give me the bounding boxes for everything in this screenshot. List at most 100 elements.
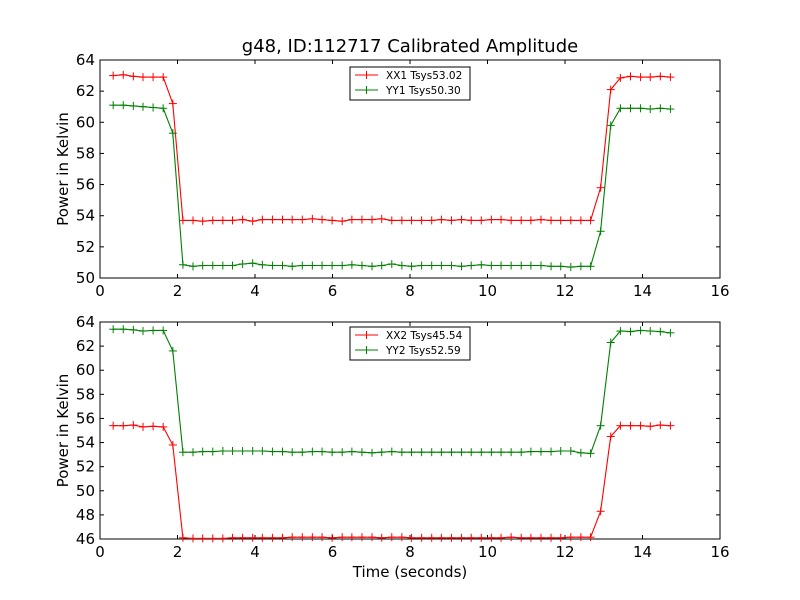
data-point [347, 260, 356, 269]
data-point [129, 72, 138, 81]
y-tick-label: 60 [76, 361, 95, 379]
data-point [328, 261, 337, 270]
data-point [547, 533, 556, 542]
data-point [168, 99, 177, 108]
data-point [208, 447, 217, 456]
data-point [198, 261, 207, 270]
data-point [338, 533, 347, 542]
data-point [218, 534, 227, 543]
data-point [258, 533, 267, 542]
data-point [208, 216, 217, 225]
data-point [437, 261, 446, 270]
y-tick-label: 64 [76, 51, 95, 69]
data-point [477, 216, 486, 225]
y-tick-label: 56 [76, 409, 95, 427]
data-point [119, 421, 128, 430]
data-point [616, 421, 625, 430]
data-point [139, 327, 148, 336]
data-point [109, 71, 118, 80]
data-point [258, 215, 267, 224]
data-point [467, 261, 476, 270]
data-point [338, 217, 347, 226]
data-point [636, 73, 645, 82]
data-point [288, 448, 297, 457]
data-point [646, 73, 655, 82]
x-tick-label: 6 [328, 543, 338, 561]
data-point [437, 215, 446, 224]
data-point [318, 447, 327, 456]
data-point [457, 533, 466, 542]
data-point [487, 215, 496, 224]
series-line [113, 104, 671, 268]
data-point [228, 261, 237, 270]
series-line [113, 424, 671, 539]
legend-label: XX2 Tsys45.54 [386, 330, 463, 342]
data-point [566, 446, 575, 455]
data-point [606, 85, 615, 94]
data-point [248, 446, 257, 455]
data-point [189, 534, 197, 543]
data-point [477, 448, 486, 457]
data-point [556, 533, 565, 542]
data-point [168, 440, 177, 449]
data-point [497, 533, 506, 542]
x-tick-label: 12 [555, 543, 574, 561]
data-point [437, 448, 446, 457]
data-point [357, 261, 366, 270]
x-tick-label: 4 [250, 282, 260, 300]
data-point [666, 328, 675, 337]
data-point [526, 447, 535, 456]
data-point [507, 261, 516, 270]
x-tick-label: 0 [95, 282, 105, 300]
y-tick-label: 60 [76, 113, 95, 131]
data-point [189, 448, 197, 457]
data-point [328, 533, 337, 542]
data-point [536, 215, 545, 224]
data-point [139, 102, 148, 111]
data-point [298, 533, 307, 542]
data-point [447, 216, 456, 225]
data-point [487, 448, 496, 457]
x-tick-label: 0 [95, 543, 105, 561]
data-point [288, 215, 297, 224]
data-point [278, 261, 287, 270]
data-point [159, 104, 168, 113]
data-point [427, 216, 436, 225]
y-tick-label: 62 [76, 82, 95, 100]
legend-box [349, 326, 471, 361]
data-point [397, 448, 406, 457]
data-point [178, 216, 187, 225]
data-point [198, 447, 207, 456]
data-point [238, 446, 247, 455]
data-point [308, 214, 317, 223]
data-point [377, 533, 386, 542]
data-point [248, 533, 257, 542]
y-tick-label: 64 [76, 313, 95, 331]
y-tick-label: 58 [76, 144, 95, 162]
data-point [397, 261, 406, 270]
data-point [278, 447, 287, 456]
data-point [457, 215, 466, 224]
data-point [268, 215, 277, 224]
data-point [626, 104, 635, 113]
data-point [218, 446, 227, 455]
x-tick-label: 10 [478, 282, 497, 300]
data-point [178, 533, 187, 542]
data-point [397, 216, 406, 225]
data-point [477, 533, 486, 542]
data-point [288, 262, 297, 271]
data-point [576, 216, 585, 225]
data-point [168, 129, 177, 138]
data-point [377, 214, 386, 223]
x-tick-label: 10 [478, 543, 497, 561]
data-point [616, 73, 625, 82]
legend-box [349, 66, 471, 101]
data-point [417, 261, 426, 270]
data-point [149, 326, 158, 335]
data-point [318, 261, 327, 270]
data-point [517, 261, 526, 270]
data-point [517, 533, 526, 542]
data-point [487, 261, 496, 270]
data-point [586, 533, 595, 542]
data-point [636, 326, 645, 335]
